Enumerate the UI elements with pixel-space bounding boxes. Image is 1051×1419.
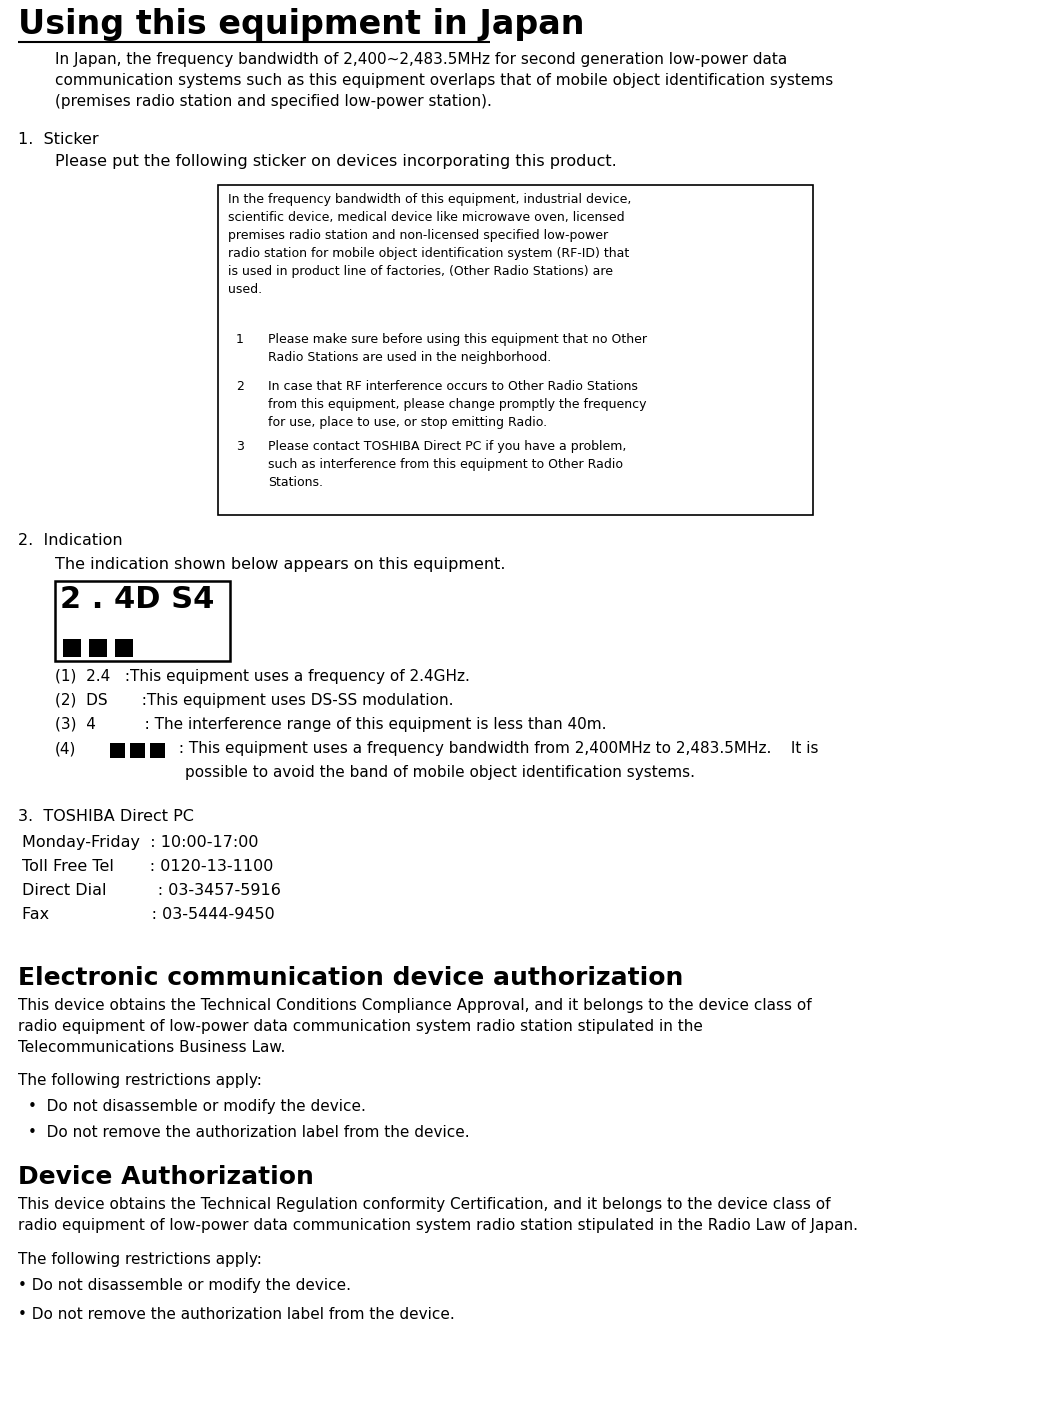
Text: (3)  4          : The interference range of this equipment is less than 40m.: (3) 4 : The interference range of this e… <box>55 717 606 732</box>
Bar <box>89 639 107 657</box>
Text: Electronic communication device authorization: Electronic communication device authoriz… <box>18 966 683 990</box>
Text: Monday-Friday  : 10:00-17:00: Monday-Friday : 10:00-17:00 <box>22 834 259 850</box>
Text: Direct Dial          : 03-3457-5916: Direct Dial : 03-3457-5916 <box>22 883 281 898</box>
Text: 3.  TOSHIBA Direct PC: 3. TOSHIBA Direct PC <box>18 809 193 824</box>
Text: Toll Free Tel       : 0120-13-1100: Toll Free Tel : 0120-13-1100 <box>22 858 273 874</box>
Bar <box>63 639 81 657</box>
Text: (4): (4) <box>55 741 77 756</box>
Bar <box>150 744 165 758</box>
Text: The indication shown below appears on this equipment.: The indication shown below appears on th… <box>55 558 506 572</box>
Text: Please contact TOSHIBA Direct PC if you have a problem,
such as interference fro: Please contact TOSHIBA Direct PC if you … <box>268 440 626 490</box>
Text: • Do not disassemble or modify the device.: • Do not disassemble or modify the devic… <box>18 1279 351 1293</box>
Bar <box>130 744 145 758</box>
Text: (2)  DS       :This equipment uses DS-SS modulation.: (2) DS :This equipment uses DS-SS modula… <box>55 692 453 708</box>
Text: 2: 2 <box>236 380 244 393</box>
Text: This device obtains the Technical Regulation conformity Certification, and it be: This device obtains the Technical Regula… <box>18 1198 858 1233</box>
Bar <box>115 639 133 657</box>
Text: 3: 3 <box>236 440 244 453</box>
Text: possible to avoid the band of mobile object identification systems.: possible to avoid the band of mobile obj… <box>185 765 695 780</box>
Text: In Japan, the frequency bandwidth of 2,400~2,483.5MHz for second generation low-: In Japan, the frequency bandwidth of 2,4… <box>55 53 833 109</box>
Text: Device Authorization: Device Authorization <box>18 1165 314 1189</box>
FancyBboxPatch shape <box>218 184 813 515</box>
Text: 2 . 4D S4: 2 . 4D S4 <box>60 585 214 614</box>
Text: Fax                    : 03-5444-9450: Fax : 03-5444-9450 <box>22 907 274 922</box>
Text: This device obtains the Technical Conditions Compliance Approval, and it belongs: This device obtains the Technical Condit… <box>18 998 811 1054</box>
Text: Please put the following sticker on devices incorporating this product.: Please put the following sticker on devi… <box>55 155 617 169</box>
Text: (1)  2.4   :This equipment uses a frequency of 2.4GHz.: (1) 2.4 :This equipment uses a frequency… <box>55 668 470 684</box>
Text: 1.  Sticker: 1. Sticker <box>18 132 99 148</box>
Text: Please make sure before using this equipment that no Other
Radio Stations are us: Please make sure before using this equip… <box>268 333 647 365</box>
Text: In case that RF interference occurs to Other Radio Stations
from this equipment,: In case that RF interference occurs to O… <box>268 380 646 429</box>
Text: •  Do not disassemble or modify the device.: • Do not disassemble or modify the devic… <box>28 1098 366 1114</box>
Text: • Do not remove the authorization label from the device.: • Do not remove the authorization label … <box>18 1307 455 1323</box>
Text: 1: 1 <box>236 333 244 346</box>
FancyBboxPatch shape <box>55 580 230 661</box>
Text: Using this equipment in Japan: Using this equipment in Japan <box>18 9 584 41</box>
Text: The following restrictions apply:: The following restrictions apply: <box>18 1252 262 1267</box>
Text: In the frequency bandwidth of this equipment, industrial device,
scientific devi: In the frequency bandwidth of this equip… <box>228 193 632 297</box>
Text: The following restrictions apply:: The following restrictions apply: <box>18 1073 262 1088</box>
Text: •  Do not remove the authorization label from the device.: • Do not remove the authorization label … <box>28 1125 470 1139</box>
Bar <box>110 744 125 758</box>
Text: 2.  Indication: 2. Indication <box>18 534 123 548</box>
Text: : This equipment uses a frequency bandwidth from 2,400MHz to 2,483.5MHz.    It i: : This equipment uses a frequency bandwi… <box>174 741 819 756</box>
